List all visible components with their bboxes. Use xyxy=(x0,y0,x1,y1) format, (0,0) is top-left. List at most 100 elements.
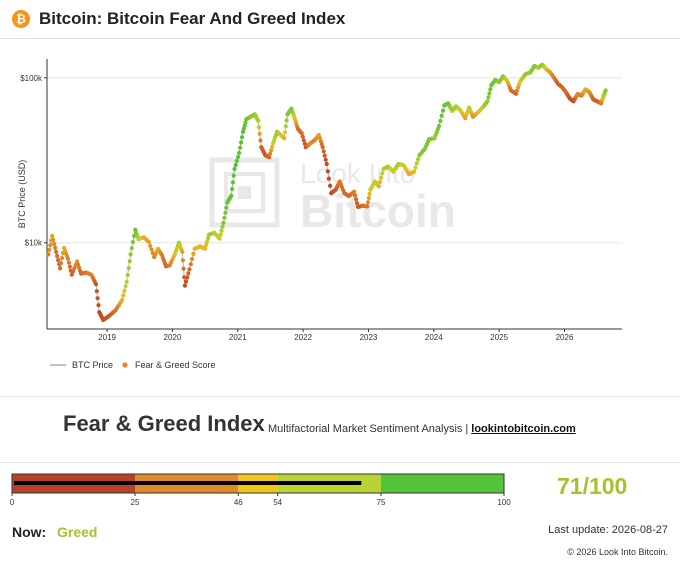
x-tick-label: 2021 xyxy=(229,333,247,342)
fear-greed-point xyxy=(219,228,224,233)
fear-greed-point xyxy=(71,269,76,274)
fear-greed-point xyxy=(146,239,151,245)
fear-greed-point xyxy=(487,91,492,96)
fear-greed-point xyxy=(148,243,153,248)
x-tick-label: 2026 xyxy=(556,333,574,342)
fear-greed-point xyxy=(72,266,77,271)
fear-greed-point xyxy=(58,261,64,266)
x-tick-label: 2019 xyxy=(98,333,116,342)
fear-greed-point xyxy=(237,150,242,156)
fear-greed-point xyxy=(267,155,272,160)
fear-greed-point xyxy=(95,296,100,301)
fear-greed-point xyxy=(129,246,134,251)
subtitle-text: Multifactorial Market Sentiment Analysis xyxy=(268,423,463,435)
fear-greed-point xyxy=(324,161,329,167)
fear-greed-point xyxy=(233,162,238,168)
fear-greed-point xyxy=(183,279,189,284)
fear-greed-point xyxy=(239,140,244,145)
fear-greed-point xyxy=(282,136,287,141)
fear-greed-point xyxy=(321,149,326,154)
fear-greed-point xyxy=(186,271,191,276)
fear-greed-point xyxy=(221,220,226,225)
legend-dot-swatch xyxy=(122,362,128,368)
fear-greed-point xyxy=(190,256,195,262)
fear-greed-point xyxy=(46,252,51,257)
watermark-line2: Bitcoin xyxy=(300,185,456,237)
fear-greed-point xyxy=(59,256,65,261)
last-update: Last update: 2026-08-27 xyxy=(548,524,668,536)
fear-greed-point xyxy=(413,165,418,170)
legend-fear-greed-score[interactable]: Fear & Greed Score xyxy=(135,360,216,370)
fear-greed-point xyxy=(379,175,384,180)
fear-greed-point xyxy=(257,131,262,136)
fear-greed-point xyxy=(376,184,381,189)
fear-greed-point xyxy=(412,169,417,174)
fear-greed-point xyxy=(69,272,74,277)
fear-greed-point xyxy=(222,215,227,220)
fear-greed-point xyxy=(51,237,56,242)
fear-greed-point xyxy=(126,266,131,271)
fear-greed-point xyxy=(53,245,58,250)
fear-greed-point xyxy=(65,256,70,261)
fear-greed-point xyxy=(603,88,608,93)
fear-greed-point xyxy=(328,183,333,188)
fear-greed-point xyxy=(203,246,208,251)
fear-greed-gauge: 0 25 46 54 75 100 xyxy=(10,473,511,507)
fear-greed-point xyxy=(284,118,289,123)
fear-greed-point xyxy=(58,266,63,271)
fear-greed-point xyxy=(128,252,133,257)
fear-greed-point xyxy=(352,189,357,194)
fear-greed-point xyxy=(52,241,57,246)
fear-greed-point xyxy=(223,210,228,215)
now-value: Greed xyxy=(57,524,98,540)
fear-greed-point xyxy=(47,247,52,252)
fear-greed-point xyxy=(353,193,358,198)
fear-greed-point xyxy=(120,297,125,303)
fear-greed-point xyxy=(283,124,288,129)
fear-greed-point xyxy=(268,151,273,156)
fear-greed-point xyxy=(380,171,385,176)
page-title: Bitcoin: Bitcoin Fear And Greed Index xyxy=(39,9,346,28)
fear-greed-point xyxy=(122,288,127,293)
y-tick-label: $100k xyxy=(20,74,43,83)
fear-greed-point xyxy=(55,253,60,259)
fear-greed-point xyxy=(414,161,419,166)
fear-greed-point xyxy=(94,289,99,294)
fear-greed-point xyxy=(188,262,193,267)
fear-greed-point xyxy=(299,131,304,136)
score-value: 71/100 xyxy=(557,473,628,499)
price-chart: Look Into Bitcoin $10k $100k 2019 2020 2021… xyxy=(17,59,622,370)
fear-greed-point xyxy=(232,166,237,172)
fear-greed-point xyxy=(93,282,99,287)
fear-greed-point xyxy=(325,169,330,174)
fear-greed-point xyxy=(416,157,421,162)
fear-greed-point xyxy=(366,195,371,201)
fear-greed-point xyxy=(96,303,101,308)
fear-greed-point xyxy=(204,243,209,248)
lookintobitcoin-link[interactable]: lookintobitcoin.com xyxy=(471,423,576,435)
fear-greed-point xyxy=(486,95,491,100)
fear-greed-point xyxy=(121,293,126,298)
fear-greed-point xyxy=(301,138,306,143)
gauge-tick-label: 25 xyxy=(131,498,140,507)
fear-greed-point xyxy=(54,249,59,254)
fear-greed-point xyxy=(378,179,383,184)
fear-greed-point xyxy=(238,145,243,150)
x-tick-label: 2023 xyxy=(360,333,378,342)
legend-btc-price[interactable]: BTC Price xyxy=(72,360,113,370)
fear-greed-point xyxy=(180,258,185,263)
fear-greed-point xyxy=(206,236,211,241)
fear-greed-point xyxy=(323,157,328,162)
fear-greed-point xyxy=(239,135,245,140)
fear-greed-point xyxy=(127,259,132,264)
fear-greed-point xyxy=(256,125,261,130)
fear-greed-point xyxy=(258,138,263,143)
y-axis-label: BTC Price (USD) xyxy=(17,160,27,229)
fear-greed-point xyxy=(439,113,444,118)
gauge-tick-label: 46 xyxy=(234,498,243,507)
fear-greed-point xyxy=(181,266,186,271)
fear-greed-point xyxy=(354,197,359,202)
fear-greed-point xyxy=(367,191,372,196)
watermark-line1: Look Into xyxy=(300,158,415,189)
fear-greed-point xyxy=(230,180,235,185)
